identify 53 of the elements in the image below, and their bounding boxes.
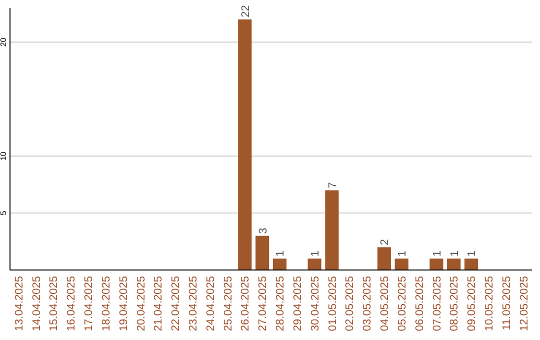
x-tick-label: 12.05.2025 [518,276,530,332]
x-tick-label: 08.05.2025 [448,276,461,332]
x-tick-label: 28.04.2025 [274,276,287,332]
bar [325,190,339,270]
bar [394,258,408,270]
bar [272,258,286,270]
data-label: 1 [466,250,478,257]
x-tick-label: 22.04.2025 [170,276,182,332]
data-label: 1 [431,250,444,257]
x-tick-label: 30.04.2025 [309,276,322,332]
data-label: 22 [240,5,252,18]
x-tick-label: 17.04.2025 [83,276,96,332]
x-tick-label: 20.04.2025 [135,276,148,332]
x-tick-label: 05.05.2025 [396,276,408,332]
data-label: 1 [396,250,409,257]
x-tick-label: 26.04.2025 [240,276,252,332]
data-label: 1 [274,250,287,257]
data-label: 2 [379,239,392,246]
x-tick-label: 04.05.2025 [379,276,392,332]
x-tick-label: 15.04.2025 [48,276,60,332]
bar [256,236,270,270]
y-tick-label: 5 [0,210,8,216]
bar [464,258,478,270]
x-tick-label: 21.04.2025 [152,276,165,332]
x-tick-label: 01.05.2025 [326,276,339,332]
x-tick-label: 09.05.2025 [466,276,478,332]
y-tick-label: 10 [0,151,8,161]
x-tick-label: 29.04.2025 [292,276,304,332]
bar [377,247,391,270]
x-tick-label: 13.04.2025 [13,276,26,332]
bar [447,258,461,270]
x-tick-label: 10.05.2025 [483,276,496,332]
x-tick-label: 19.04.2025 [118,276,130,332]
x-tick-label: 07.05.2025 [431,276,444,332]
bar [308,258,322,270]
data-label: 3 [257,228,270,234]
x-tick-label: 25.04.2025 [222,276,234,332]
data-label: 1 [310,250,322,257]
bar [238,19,252,270]
data-label: 7 [326,182,339,188]
x-tick-label: 06.05.2025 [414,276,426,332]
x-tick-label: 23.04.2025 [188,276,200,332]
x-tick-label: 16.04.2025 [66,276,78,332]
y-tick-label: 20 [0,37,8,47]
data-label: 1 [448,250,461,257]
x-tick-label: 14.04.2025 [30,276,43,332]
x-tick-label: 03.05.2025 [362,276,374,332]
x-tick-label: 11.05.2025 [500,276,513,330]
bar [430,258,444,270]
x-tick-label: 18.04.2025 [100,276,112,332]
x-tick-label: 27.04.2025 [257,276,270,332]
x-tick-label: 02.05.2025 [344,276,356,332]
x-tick-label: 24.04.2025 [204,276,217,332]
